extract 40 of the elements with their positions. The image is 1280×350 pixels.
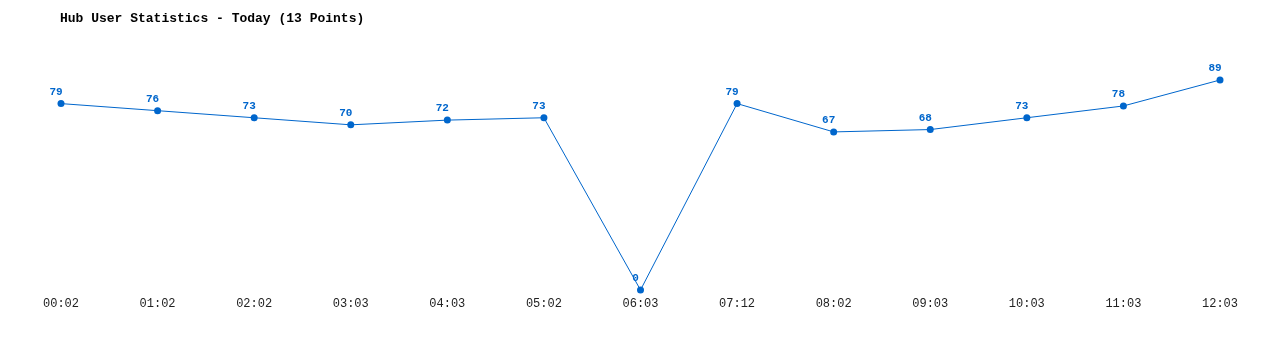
point [733, 100, 741, 108]
point [154, 107, 162, 115]
point [1119, 102, 1127, 110]
point [926, 126, 934, 134]
point [540, 114, 548, 122]
x-tick-label: 00:02 [42, 297, 80, 311]
point [347, 121, 355, 129]
data-label: 68 [918, 111, 933, 124]
point [57, 100, 65, 108]
chart-title: Hub User Statistics - Today (13 Points) [60, 11, 365, 26]
x-tick-label: 12:03 [1201, 297, 1239, 311]
data-label: 67 [822, 113, 836, 126]
x-tick-label: 01:02 [139, 297, 176, 311]
data-label: 0 [632, 272, 639, 284]
data-label: 73 [242, 99, 257, 112]
data-label: 76 [145, 92, 160, 105]
x-tick-label: 09:03 [912, 297, 949, 311]
data-label: 70 [339, 106, 353, 119]
point [830, 128, 838, 136]
data-label: 79 [725, 85, 739, 98]
data-label: 73 [1015, 99, 1029, 112]
data-label: 72 [435, 102, 449, 115]
data-label: 73 [532, 99, 546, 112]
point [443, 116, 451, 124]
x-tick-label: 02:02 [236, 297, 273, 311]
x-tick-label: 08:02 [815, 297, 852, 311]
point [250, 114, 258, 122]
data-label: 89 [1208, 62, 1222, 74]
x-tick-label: 06:03 [622, 297, 659, 311]
data-label: 79 [49, 85, 63, 98]
point [637, 286, 644, 294]
point [1216, 76, 1224, 84]
x-tick-label: 04:03 [429, 297, 466, 311]
x-tick-label: 05:02 [525, 297, 562, 311]
x-tick-label: 07:12 [719, 297, 756, 311]
x-tick-label: 03:03 [332, 297, 369, 311]
x-tick-label: 10:03 [1008, 297, 1045, 311]
point [1023, 114, 1031, 122]
x-tick-label: 11:03 [1105, 297, 1142, 311]
data-label: 78 [1111, 87, 1126, 100]
